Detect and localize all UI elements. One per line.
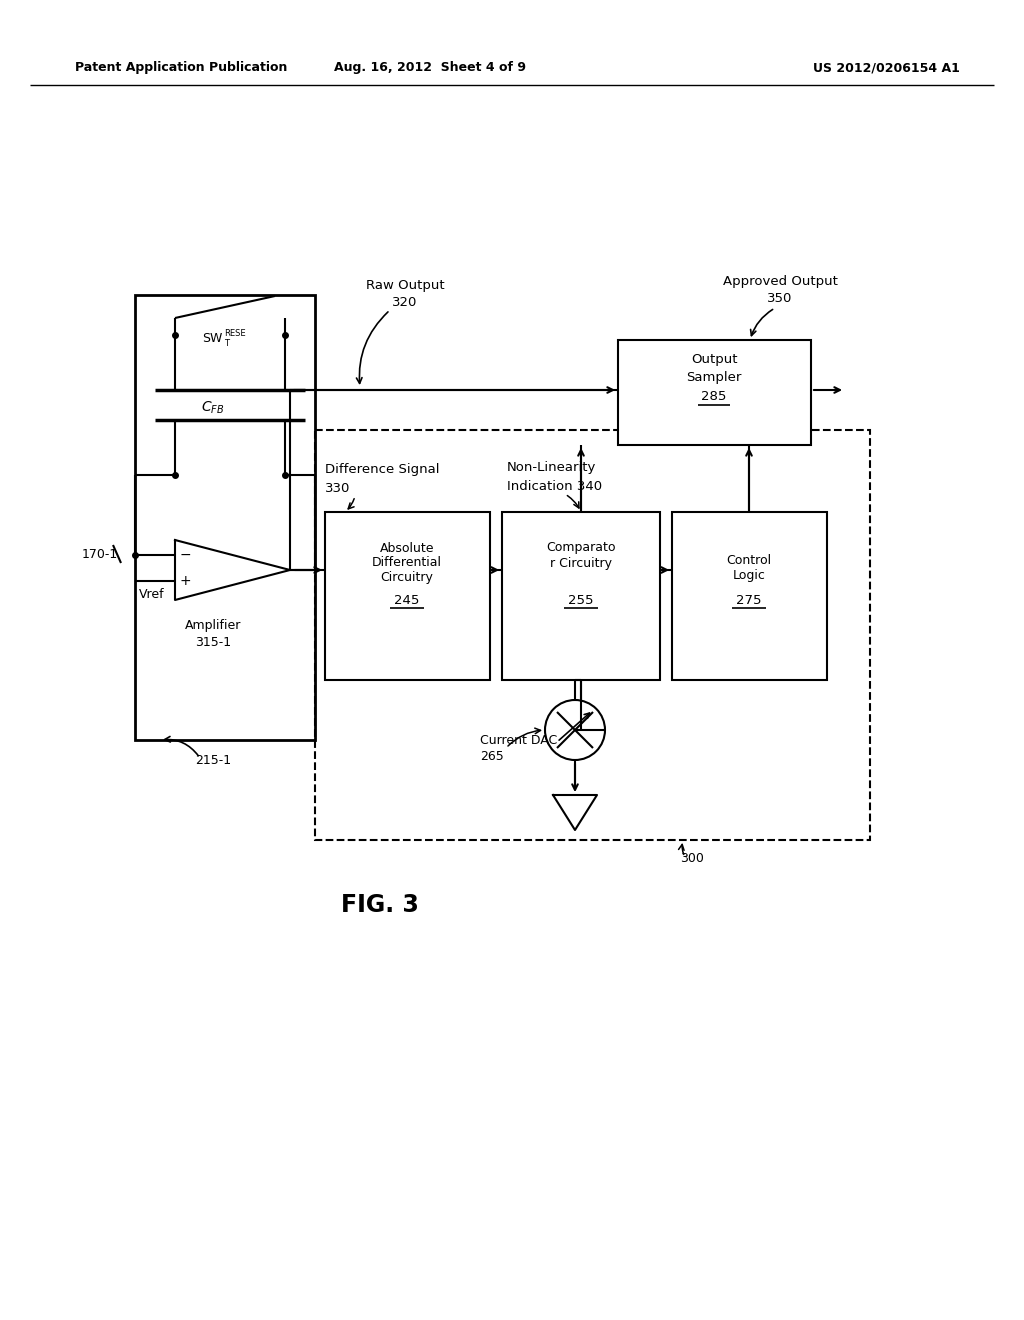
Text: 170-1: 170-1 bbox=[82, 549, 118, 561]
Text: r Circuitry: r Circuitry bbox=[550, 557, 612, 569]
Text: US 2012/0206154 A1: US 2012/0206154 A1 bbox=[813, 62, 961, 74]
Text: 300: 300 bbox=[680, 851, 703, 865]
Text: Approved Output: Approved Output bbox=[723, 276, 838, 289]
Text: 265: 265 bbox=[480, 751, 504, 763]
Text: 315-1: 315-1 bbox=[195, 635, 231, 648]
Text: 245: 245 bbox=[394, 594, 420, 606]
Text: Difference Signal: Difference Signal bbox=[325, 463, 439, 477]
Text: Differential: Differential bbox=[372, 557, 442, 569]
Text: +: + bbox=[179, 574, 190, 587]
Text: Aug. 16, 2012  Sheet 4 of 9: Aug. 16, 2012 Sheet 4 of 9 bbox=[334, 62, 526, 74]
Text: 320: 320 bbox=[392, 296, 418, 309]
Text: SW: SW bbox=[202, 331, 222, 345]
Text: Patent Application Publication: Patent Application Publication bbox=[75, 62, 288, 74]
Text: Current DAC: Current DAC bbox=[480, 734, 557, 747]
Text: Non-Linearity: Non-Linearity bbox=[507, 462, 596, 474]
Bar bbox=[135, 294, 315, 741]
Text: 255: 255 bbox=[568, 594, 594, 606]
Text: FIG. 3: FIG. 3 bbox=[341, 894, 419, 917]
Text: 350: 350 bbox=[767, 293, 793, 305]
Text: Indication 340: Indication 340 bbox=[507, 479, 602, 492]
Text: −: − bbox=[179, 548, 190, 562]
Text: 215-1: 215-1 bbox=[195, 754, 231, 767]
Text: Control: Control bbox=[726, 553, 771, 566]
Text: Output: Output bbox=[691, 354, 737, 367]
Text: 285: 285 bbox=[701, 391, 727, 404]
Bar bbox=[325, 512, 490, 680]
Bar bbox=[502, 512, 660, 680]
Text: 275: 275 bbox=[736, 594, 762, 606]
Text: Logic: Logic bbox=[732, 569, 765, 582]
Text: 330: 330 bbox=[325, 482, 350, 495]
Bar bbox=[672, 512, 827, 680]
Text: Absolute: Absolute bbox=[380, 541, 434, 554]
Text: Sampler: Sampler bbox=[686, 371, 741, 384]
Text: Vref: Vref bbox=[139, 589, 165, 602]
Text: T: T bbox=[224, 339, 229, 348]
Text: Circuitry: Circuitry bbox=[381, 572, 433, 585]
Bar bbox=[315, 430, 870, 840]
Text: $C_{FB}$: $C_{FB}$ bbox=[202, 400, 224, 416]
Bar bbox=[618, 341, 811, 445]
Text: RESE: RESE bbox=[224, 329, 246, 338]
Text: Raw Output: Raw Output bbox=[366, 279, 444, 292]
Text: Amplifier: Amplifier bbox=[184, 619, 242, 631]
Text: Comparato: Comparato bbox=[546, 541, 615, 554]
